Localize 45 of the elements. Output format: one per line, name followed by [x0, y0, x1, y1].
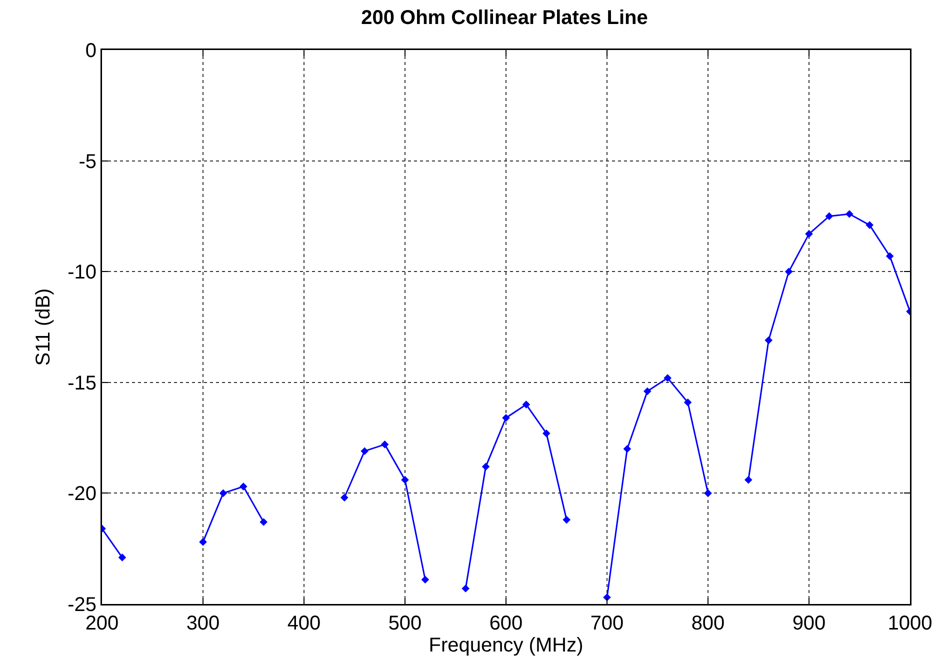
- point: [421, 576, 430, 584]
- point: [866, 221, 874, 229]
- x-tick-label: 300: [186, 612, 220, 634]
- point: [562, 516, 570, 524]
- x-tick-label: 1000: [888, 612, 932, 634]
- point: [664, 374, 672, 382]
- x-axis-title: Frequency (MHz): [428, 634, 584, 656]
- x-tick-label: 800: [691, 612, 725, 634]
- x-tick-label: 700: [590, 612, 624, 634]
- point: [401, 476, 409, 484]
- point: [744, 476, 752, 484]
- x-tick-label: 500: [388, 612, 422, 634]
- point: [623, 444, 632, 453]
- point: [522, 400, 530, 408]
- point: [784, 268, 793, 276]
- point: [764, 336, 772, 344]
- y-tick-label: -10: [68, 262, 96, 284]
- point: [482, 462, 490, 471]
- x-tick-label: 900: [792, 612, 826, 634]
- point: [684, 398, 692, 406]
- point: [260, 518, 268, 526]
- point: [199, 538, 207, 546]
- x-tick-label: 600: [489, 612, 523, 634]
- point: [240, 482, 248, 490]
- y-tick-label: 0: [85, 40, 96, 62]
- point: [360, 447, 368, 455]
- point: [340, 494, 348, 502]
- y-axis-title: S11 (dB): [32, 288, 54, 366]
- point: [542, 429, 550, 438]
- chart-title: 200 Ohm Collinear Plates Line: [361, 7, 648, 30]
- point: [462, 584, 470, 592]
- point: [644, 387, 652, 396]
- point: [825, 212, 834, 220]
- y-tick-label: -5: [78, 150, 96, 173]
- point: [380, 440, 389, 448]
- y-tick-label: -20: [68, 483, 96, 506]
- point: [502, 414, 510, 422]
- point: [219, 489, 228, 498]
- point: [846, 210, 854, 218]
- point: [886, 252, 894, 260]
- point: [704, 489, 712, 498]
- x-tick-label: 400: [287, 612, 321, 634]
- y-tick-label: -15: [68, 372, 96, 394]
- point: [805, 230, 813, 238]
- point: [603, 593, 611, 602]
